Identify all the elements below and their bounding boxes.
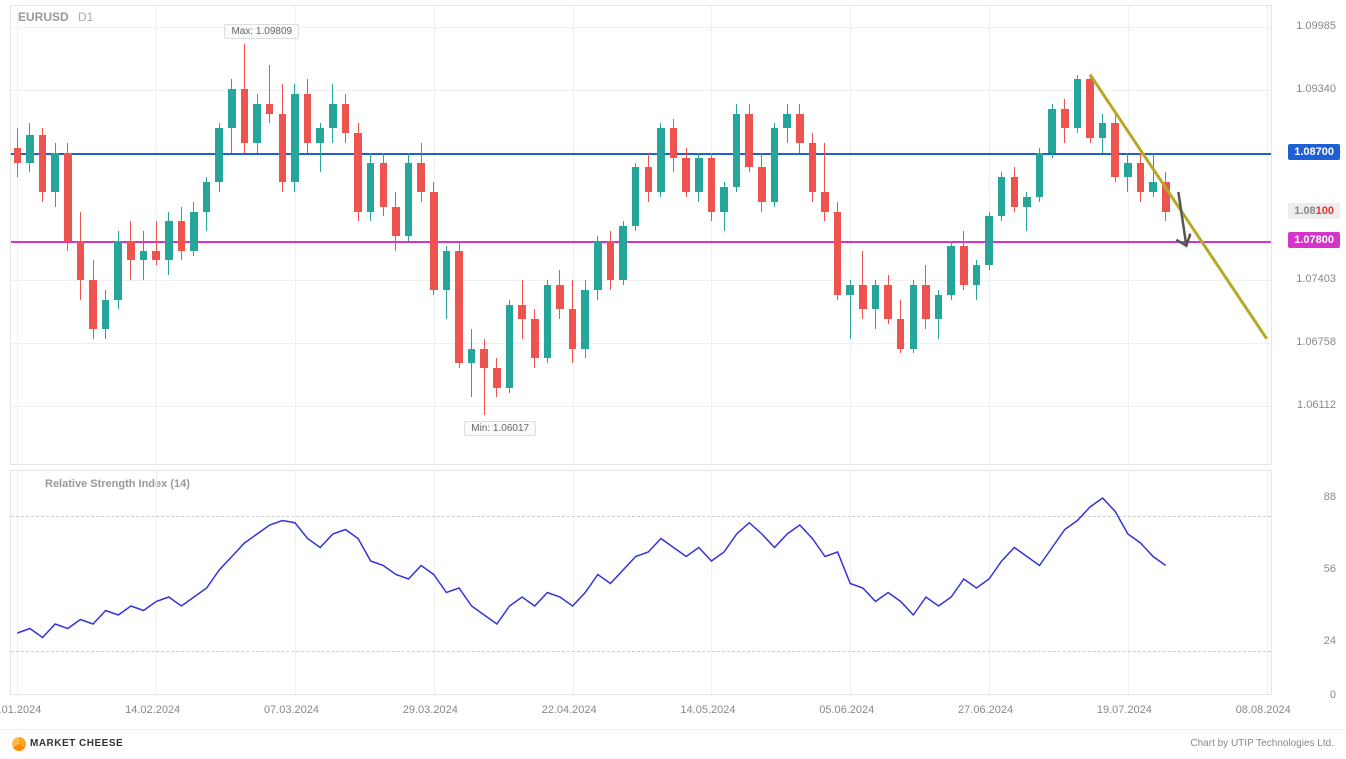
rsi-tick: 0 [1330,689,1336,701]
price-chart[interactable]: Max: 1.09809Min: 1.06017 [10,5,1272,465]
price-tick: 1.07403 [1296,273,1336,285]
date-tick: 27.06.2024 [958,704,1013,716]
rsi-tick: 24 [1324,635,1336,647]
date-tick: 08.08.2024 [1236,704,1291,716]
price-y-axis: 1.09985 1.09340 1.07403 1.06758 1.06112 1.087… [1278,5,1340,465]
level-badge: 1.08700 [1288,144,1340,160]
price-tick: 1.06758 [1296,336,1336,348]
date-x-axis: 23.01.202414.02.202407.03.202429.03.2024… [10,700,1272,725]
rsi-y-axis: 0245688 [1278,470,1340,695]
date-tick: 29.03.2024 [403,704,458,716]
price-tick: 1.09340 [1296,83,1336,95]
date-tick: 07.03.2024 [264,704,319,716]
current-price-badge: 1.08100 [1288,203,1340,219]
price-tick: 1.06112 [1297,399,1336,411]
date-tick: 23.01.2024 [0,704,41,716]
overlay-svg [11,6,1273,466]
chart-footer: MARKET CHEESE Chart by UTIP Technologies… [0,729,1346,757]
date-tick: 22.04.2024 [542,704,597,716]
rsi-tick: 56 [1324,563,1336,575]
date-tick: 14.02.2024 [125,704,180,716]
cheese-icon [12,737,26,751]
rsi-line [17,498,1165,638]
brand-logo: MARKET CHEESE [12,737,123,751]
date-tick: 14.05.2024 [680,704,735,716]
date-tick: 05.06.2024 [819,704,874,716]
rsi-chart[interactable] [10,470,1272,695]
date-tick: 19.07.2024 [1097,704,1152,716]
attribution-text: Chart by UTIP Technologies Ltd. [1190,738,1334,749]
rsi-tick: 88 [1324,491,1336,503]
level-badge: 1.07800 [1288,232,1340,248]
chart-container: EURUSD D1 Max: 1.09809Min: 1.06017 1.099… [0,0,1346,759]
price-tick: 1.09985 [1296,20,1336,32]
logo-text: MARKET CHEESE [30,738,123,749]
